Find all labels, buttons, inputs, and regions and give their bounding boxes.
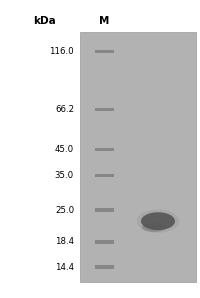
Text: 18.4: 18.4 xyxy=(55,238,74,246)
Text: 25.0: 25.0 xyxy=(55,206,74,215)
Text: 45.0: 45.0 xyxy=(55,145,74,154)
Bar xyxy=(95,173,114,177)
Text: 66.2: 66.2 xyxy=(55,105,74,114)
Bar xyxy=(95,240,114,244)
Text: 14.4: 14.4 xyxy=(55,263,74,272)
Text: kDa: kDa xyxy=(33,16,55,27)
Bar xyxy=(80,32,196,282)
Text: 35.0: 35.0 xyxy=(55,171,74,180)
Bar xyxy=(95,148,114,151)
Text: 116.0: 116.0 xyxy=(49,47,74,56)
Bar xyxy=(95,208,114,212)
Bar xyxy=(95,108,114,111)
Ellipse shape xyxy=(141,212,175,230)
Ellipse shape xyxy=(142,223,166,232)
Ellipse shape xyxy=(137,209,179,233)
Text: M: M xyxy=(99,16,109,27)
Bar xyxy=(95,266,114,269)
Bar xyxy=(95,49,114,53)
